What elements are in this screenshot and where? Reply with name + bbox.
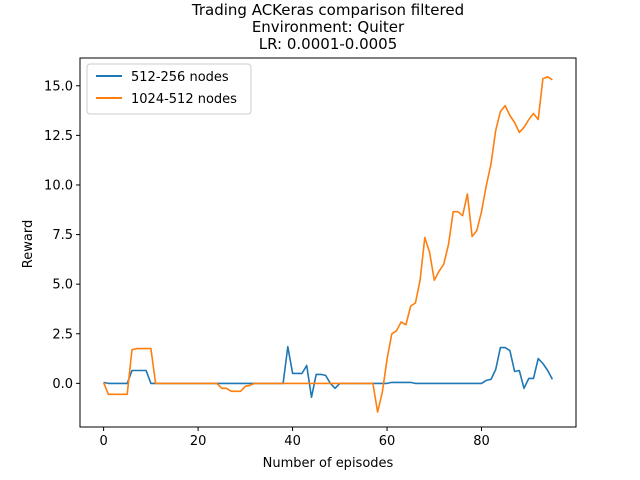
- y-tick-label: 15.0: [44, 79, 73, 94]
- y-axis-label: Reward: [21, 220, 36, 268]
- x-tick-label: 40: [284, 434, 301, 449]
- legend-label-1024-512: 1024-512 nodes: [131, 92, 237, 107]
- series-layer: [102, 76, 554, 413]
- legend: 512-256 nodes 1024-512 nodes: [86, 63, 252, 115]
- chart-title-line-1: Trading ACKeras comparison filtered: [191, 1, 464, 19]
- y-tick-label: 12.5: [44, 129, 73, 144]
- chart-title: Trading ACKeras comparison filtered Envi…: [191, 1, 464, 53]
- legend-box: [86, 63, 252, 115]
- plot-frame: [79, 57, 577, 428]
- series-line-1: [103, 345, 554, 399]
- y-tick-label: 2.5: [52, 327, 73, 342]
- x-tick-label: 0: [99, 434, 107, 449]
- y-tick-label: 0.0: [52, 377, 73, 392]
- x-tick-label: 80: [473, 434, 490, 449]
- y-tick-label: 10.0: [44, 178, 73, 193]
- chart-title-line-2: Environment: Quiter: [252, 18, 405, 36]
- x-tick-label: 60: [379, 434, 396, 449]
- chart-title-line-3: LR: 0.0001-0.0005: [259, 35, 398, 53]
- legend-label-512-256: 512-256 nodes: [131, 70, 229, 85]
- x-tick-label: 20: [190, 434, 207, 449]
- y-tick-label: 5.0: [52, 278, 73, 293]
- series-line-2: [102, 76, 553, 413]
- y-tick-label: 7.5: [52, 228, 73, 243]
- x-axis-label: Number of episodes: [263, 456, 394, 471]
- ticks-layer: 0 20 40 60 80 0.0 2.5 5.0 7.5 10.0 12.5 15.0: [44, 79, 490, 449]
